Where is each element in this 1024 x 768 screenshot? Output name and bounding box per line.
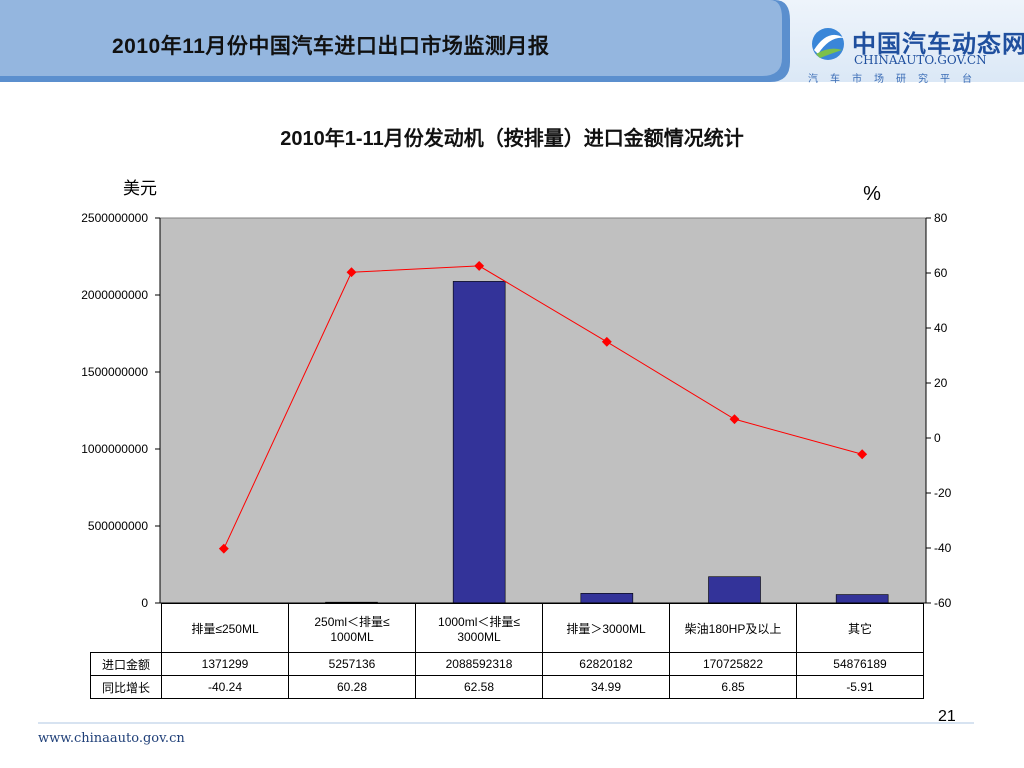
category-label: 排量≤250ML bbox=[191, 621, 259, 636]
amount-cell: 2088592318 bbox=[415, 652, 543, 676]
growth-point bbox=[857, 449, 868, 460]
growth-cell: -40.24 bbox=[161, 675, 289, 699]
category-label: 柴油180HP及以上 bbox=[684, 621, 782, 636]
bar bbox=[835, 594, 889, 604]
category-label: 1000ML bbox=[330, 629, 374, 644]
amount-cell: 170725822 bbox=[669, 652, 797, 676]
logo: 中国汽车动态网 CHINAAUTO.GOV.CN 汽车市场研究平台 bbox=[808, 22, 1024, 86]
category-cell-1: 250ml＜排量≤ 1000ML bbox=[288, 603, 416, 653]
left-axis-tick-label: 2000000000 bbox=[81, 288, 148, 302]
right-axis-label: % bbox=[863, 183, 881, 205]
left-axis-tick-label: 2500000000 bbox=[81, 211, 148, 225]
left-axis-tick-label: 1500000000 bbox=[81, 365, 148, 379]
right-axis-tick-label: 0 bbox=[934, 431, 941, 445]
left-axis-label: 美元 bbox=[123, 179, 157, 198]
logo-swirl-icon bbox=[812, 28, 844, 60]
logo-domain: CHINAAUTO.GOV.CN bbox=[854, 53, 987, 67]
growth-point bbox=[729, 414, 740, 425]
category-label: 3000ML bbox=[457, 629, 501, 644]
growth-line bbox=[223, 265, 863, 549]
footer-divider bbox=[38, 722, 974, 724]
amount-cell: 62820182 bbox=[542, 652, 670, 676]
bar bbox=[452, 281, 506, 604]
amount-cell: 5257136 bbox=[288, 652, 416, 676]
left-axis-tick-label: 1000000000 bbox=[81, 442, 148, 456]
right-axis-tick-label: 80 bbox=[934, 211, 948, 225]
right-axis-tick-label: 20 bbox=[934, 376, 948, 390]
category-cell-2: 1000ml＜排量≤ 3000ML bbox=[415, 603, 543, 653]
category-label: 其它 bbox=[847, 621, 872, 636]
category-label: 250ml＜排量≤ bbox=[314, 614, 390, 629]
amount-cell: 54876189 bbox=[796, 652, 924, 676]
category-cell-0: 排量≤250ML bbox=[161, 603, 289, 653]
growth-cell: 60.28 bbox=[288, 675, 416, 699]
left-axis-tick-label: 0 bbox=[141, 596, 148, 610]
row-header-amount: 进口金额 bbox=[90, 652, 162, 676]
left-axis-tick-label: 500000000 bbox=[88, 519, 148, 533]
growth-cell: 6.85 bbox=[669, 675, 797, 699]
bar bbox=[580, 593, 634, 604]
growth-point bbox=[346, 267, 357, 278]
category-label: 1000ml＜排量≤ bbox=[438, 614, 520, 629]
category-cell-4: 柴油180HP及以上 bbox=[669, 603, 797, 653]
category-cell-3: 排量＞3000ML bbox=[542, 603, 670, 653]
right-axis-tick-label: 60 bbox=[934, 266, 948, 280]
category-cell-5: 其它 bbox=[796, 603, 924, 653]
table-row-amount: 进口金额 1371299 5257136 2088592318 62820182… bbox=[90, 652, 924, 676]
right-axis-tick-label: -20 bbox=[934, 486, 952, 500]
growth-cell: -5.91 bbox=[796, 675, 924, 699]
table-row-growth: 同比增长 -40.24 60.28 62.58 34.99 6.85 -5.91 bbox=[90, 675, 924, 699]
report-title: 2010年11月份中国汽车进口出口市场监测月报 bbox=[112, 35, 550, 58]
data-table: 排量≤250ML 250ml＜排量≤ 1000ML 1000ml＜排量≤ 3000M… bbox=[90, 603, 924, 699]
header-shape bbox=[0, 0, 790, 82]
chart-title: 2010年1-11月份发动机（按排量）进口金额情况统计 bbox=[280, 128, 744, 150]
page-number: 21 bbox=[938, 708, 956, 725]
row-header-growth: 同比增长 bbox=[90, 675, 162, 699]
growth-point bbox=[218, 543, 229, 554]
footer-url: www.chinaauto.gov.cn bbox=[38, 731, 185, 746]
category-row: 排量≤250ML 250ml＜排量≤ 1000ML 1000ml＜排量≤ 3000M… bbox=[91, 603, 924, 653]
bar bbox=[708, 576, 761, 604]
growth-point bbox=[601, 336, 612, 347]
growth-cell: 62.58 bbox=[415, 675, 543, 699]
logo-tagline: 汽车市场研究平台 bbox=[808, 74, 984, 85]
amount-cell: 1371299 bbox=[161, 652, 289, 676]
plot-area bbox=[159, 217, 927, 604]
category-label: 排量＞3000ML bbox=[566, 621, 646, 636]
growth-point bbox=[474, 260, 485, 271]
right-axis-tick-label: -40 bbox=[934, 541, 952, 555]
right-axis-tick-label: -60 bbox=[934, 596, 952, 610]
logo-name: 中国汽车动态网 bbox=[852, 31, 1024, 58]
right-axis-tick-label: 40 bbox=[934, 321, 948, 335]
growth-cell: 34.99 bbox=[542, 675, 670, 699]
